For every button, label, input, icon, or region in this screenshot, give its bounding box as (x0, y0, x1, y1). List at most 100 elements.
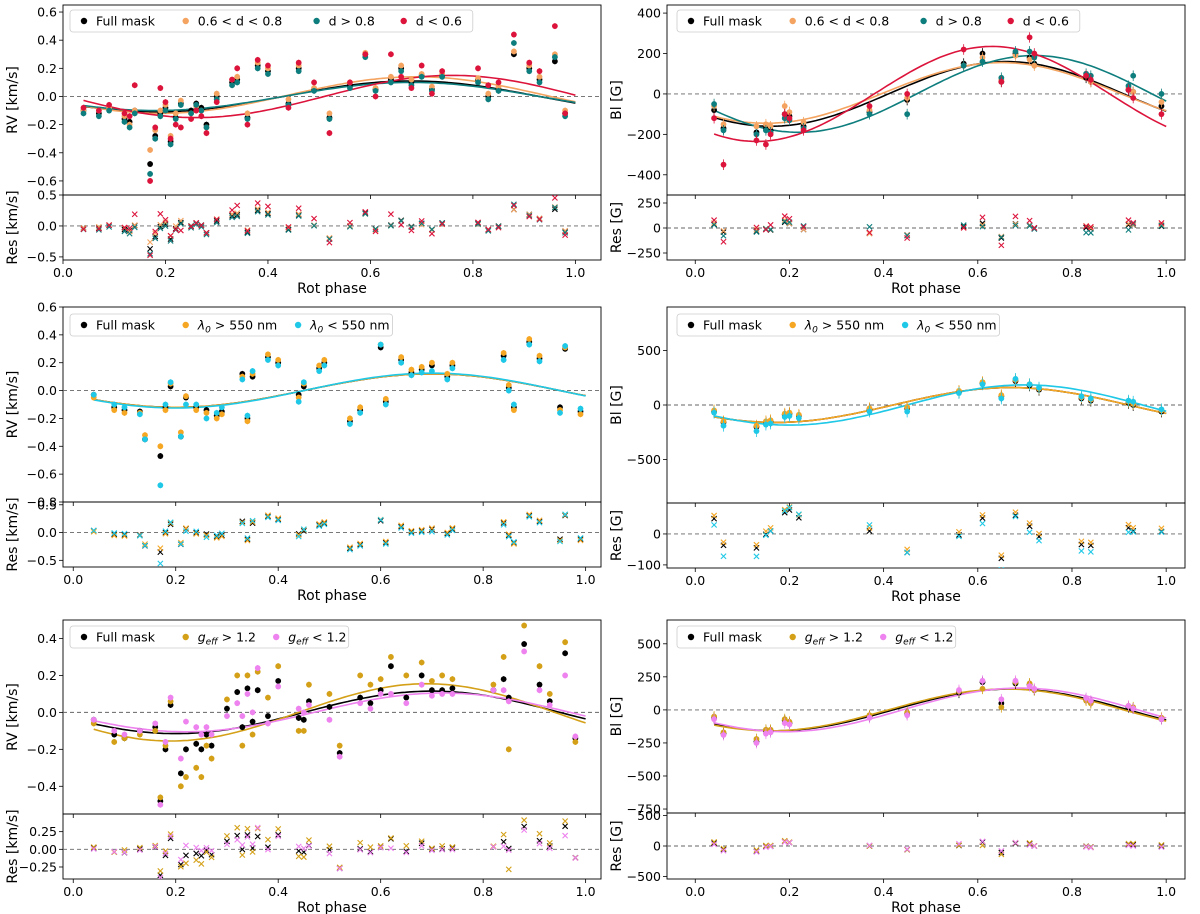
residual-marker-violet (1158, 844, 1165, 851)
p4-residual-area (711, 503, 1165, 568)
residual-marker-gold (244, 825, 251, 832)
residual-marker-amber (177, 539, 184, 546)
residual-marker-skyblue (781, 507, 788, 514)
residual-marker-gold (762, 842, 769, 849)
data-point-crimson (388, 51, 394, 58)
p5-res-frame (62, 813, 602, 880)
data-point-skyblue (786, 412, 793, 419)
data-point-crimson (551, 23, 558, 30)
residual-marker-skyblue (316, 523, 323, 530)
p6-res-ylabel: Res [G] (609, 820, 625, 871)
residual-marker-violet (203, 844, 210, 851)
data-point-skyblue (1125, 397, 1132, 404)
data-point-skyblue (536, 358, 543, 365)
data-point-crimson (998, 78, 1005, 85)
data-point-gold (429, 678, 435, 684)
residual-marker-amber (781, 506, 788, 513)
data-point-teal (326, 116, 333, 122)
data-point-amber (265, 351, 271, 358)
p3-res-xtick-label: 0.4 (268, 572, 288, 587)
residual-marker-gold (536, 830, 543, 837)
p4-res-xtick-label: 0.8 (1062, 573, 1082, 588)
data-point-orange (1158, 99, 1165, 105)
residual-marker-amber (141, 541, 148, 548)
residual-marker-violet (753, 848, 760, 855)
data-point-orange (172, 110, 179, 117)
data-point-violet (753, 740, 760, 746)
data-point-skyblue (203, 415, 210, 422)
residual-marker-amber (505, 531, 512, 538)
data-point-amber (244, 418, 251, 425)
residual-marker-violet (357, 846, 364, 853)
data-point-skyblue (213, 409, 220, 416)
residual-marker-black (244, 831, 251, 838)
p2-res-xtick-label: 0.2 (779, 265, 799, 280)
data-point-teal (439, 73, 446, 80)
residual-marker-black (244, 229, 251, 236)
residual-marker-gold (753, 846, 760, 853)
p6-main-frame (666, 619, 1186, 814)
residual-marker-violet (300, 845, 307, 852)
fit-curve-skyblue (93, 372, 586, 409)
data-point-black (249, 718, 256, 725)
residual-marker-gold (403, 842, 410, 849)
residual-marker-amber (526, 511, 533, 518)
data-point-black (183, 746, 189, 753)
data-point-gold (198, 774, 205, 780)
residual-marker-teal (510, 201, 517, 208)
residual-marker-crimson (786, 215, 793, 222)
data-point-crimson (762, 141, 769, 148)
p1-res-ytick-label: −0.5 (27, 249, 57, 264)
residual-marker-violet (198, 847, 205, 854)
data-point-violet (786, 721, 793, 728)
residual-marker-crimson (264, 203, 271, 210)
residual-marker-crimson (485, 226, 492, 233)
p5-main-ylabel: RV [km/s] (5, 683, 21, 751)
data-point-skyblue (1012, 375, 1019, 382)
p5-main-ytick-label: −0.4 (27, 779, 57, 794)
data-point-teal (762, 127, 769, 134)
p5-res-xtick-label: 0.2 (166, 884, 186, 899)
residual-marker-violet (90, 846, 97, 852)
residual-marker-black (264, 844, 271, 851)
residual-marker-black (444, 530, 451, 537)
residual-marker-teal (562, 229, 569, 236)
legend-marker (400, 17, 407, 25)
data-point-skyblue (239, 376, 246, 383)
residual-marker-amber (275, 515, 282, 522)
residual-marker-gold (249, 848, 256, 855)
data-point-crimson (800, 127, 807, 134)
residual-marker-skyblue (1012, 513, 1019, 520)
residual-marker-crimson (398, 221, 405, 228)
residual-marker-violet (111, 848, 118, 855)
residual-marker-violet (1130, 843, 1137, 850)
residual-marker-amber (203, 532, 210, 539)
residual-marker-gold (1158, 842, 1165, 849)
residual-marker-black (398, 523, 405, 530)
data-point-amber (183, 393, 189, 400)
data-point-violet (203, 724, 210, 731)
residual-marker-violet (193, 844, 200, 851)
data-point-teal (372, 87, 379, 94)
residual-marker-teal (95, 226, 102, 233)
residual-marker-skyblue (449, 527, 456, 534)
p3-residual-area (90, 511, 584, 567)
residual-marker-crimson (372, 228, 379, 235)
data-point-crimson (398, 73, 405, 80)
p4-res-ytick-label: 0 (653, 526, 661, 541)
data-point-violet (90, 716, 97, 723)
residual-marker-teal (203, 231, 210, 238)
data-point-amber (382, 396, 389, 402)
residual-marker-skyblue (1087, 548, 1094, 555)
residual-marker-teal (960, 222, 967, 229)
data-point-violet (1012, 677, 1019, 684)
data-point-black (500, 676, 507, 683)
legend-marker (182, 321, 189, 329)
residual-marker-amber (557, 537, 563, 544)
panel-p6: −750 −500 −250 0 250 500 Bl [G] −500 0 500 0.0 0.2 0… (609, 619, 1186, 914)
residual-marker-amber (1078, 538, 1085, 545)
residual-marker-amber (1125, 521, 1132, 528)
residual-marker-crimson (285, 223, 292, 230)
data-point-skyblue (275, 362, 282, 369)
residual-marker-black (239, 518, 246, 525)
